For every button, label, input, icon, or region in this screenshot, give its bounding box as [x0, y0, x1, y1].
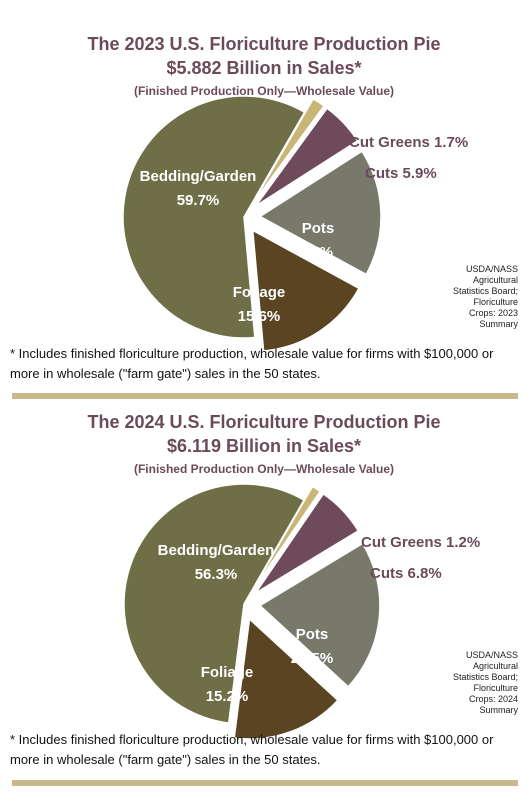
pie-slice-foliage [233, 617, 339, 740]
chart-title: The 2024 U.S. Floriculture Production Pi… [87, 412, 441, 432]
divider [12, 780, 518, 786]
pie-chart-2024: Bedding/Garden 56.3% Cut Greens 1.2% Cuts 6… [123, 483, 480, 740]
chart-panel-2023: The 2023 U.S. Floriculture Production Pi… [0, 0, 528, 393]
source-line: Crops: 2023 [468, 308, 518, 318]
slice-value-label: 17% [303, 244, 333, 261]
pie-slice-cut-greens [252, 97, 326, 205]
source-note: USDA/NASS Agricultural Statistics Board;… [453, 650, 518, 716]
slice-value-label: 15.2% [206, 688, 249, 705]
source-line: Summary [479, 319, 518, 329]
pie-slice-cut-greens [251, 485, 322, 591]
source-line: Agricultural [472, 661, 518, 671]
source-line: USDA/NASS [465, 264, 518, 274]
source-line: Summary [479, 705, 518, 715]
chart-note: (Finished Production Only—Wholesale Valu… [133, 84, 395, 98]
pie-slice-pots [258, 150, 382, 276]
slice-label: Bedding/Garden [140, 168, 257, 185]
pie-slice-bedding-garden [123, 483, 306, 724]
slice-value-label: 59.7% [177, 192, 220, 209]
slice-label: Pots [296, 626, 329, 643]
chart-note: (Finished Production Only—Wholesale Valu… [133, 462, 395, 476]
slice-value-label: 20.5% [291, 650, 334, 667]
chart-subtitle: $6.119 Billion in Sales* [166, 436, 362, 456]
pie-slice-pots [258, 542, 381, 688]
source-line: Floriculture [473, 683, 518, 693]
slice-callout-label: Cut Greens 1.2% [361, 534, 480, 551]
footnote: * Includes finished floriculture product… [10, 732, 494, 767]
source-line: Statistics Board; [452, 672, 518, 682]
slice-label: Bedding/Garden [158, 542, 275, 559]
source-line: Floriculture [473, 297, 518, 307]
pie-chart-2023: Bedding/Garden 59.7% Cut Greens 1.7% Cuts 5… [122, 95, 468, 352]
pie-slice-cuts [255, 107, 359, 207]
slice-callout-label: Cuts 5.9% [365, 165, 437, 182]
footnote: * Includes finished floriculture product… [10, 346, 494, 381]
chart-title: The 2023 U.S. Floriculture Production Pi… [87, 34, 441, 54]
slice-label: Foliage [233, 284, 286, 301]
source-line: Statistics Board; [452, 286, 518, 296]
pie-slice-bedding-garden [122, 95, 306, 339]
source-line: USDA/NASS [465, 650, 518, 660]
slice-label: Pots [302, 220, 335, 237]
slice-value-label: 15.6% [238, 308, 281, 325]
pie-slice-cuts [254, 492, 360, 594]
chart-panel-2024: The 2024 U.S. Floriculture Production Pi… [0, 400, 528, 790]
divider [12, 393, 518, 399]
source-line: Agricultural [472, 275, 518, 285]
source-line: Crops: 2024 [468, 694, 518, 704]
slice-label: Foliage [201, 664, 254, 681]
slice-value-label: 56.3% [195, 566, 238, 583]
pie-slice-foliage [251, 229, 360, 352]
slice-callout-label: Cut Greens 1.7% [349, 134, 468, 151]
slice-callout-label: Cuts 6.8% [370, 565, 442, 582]
chart-subtitle: $5.882 Billion in Sales* [166, 58, 362, 78]
source-note: USDA/NASS Agricultural Statistics Board;… [453, 264, 518, 330]
